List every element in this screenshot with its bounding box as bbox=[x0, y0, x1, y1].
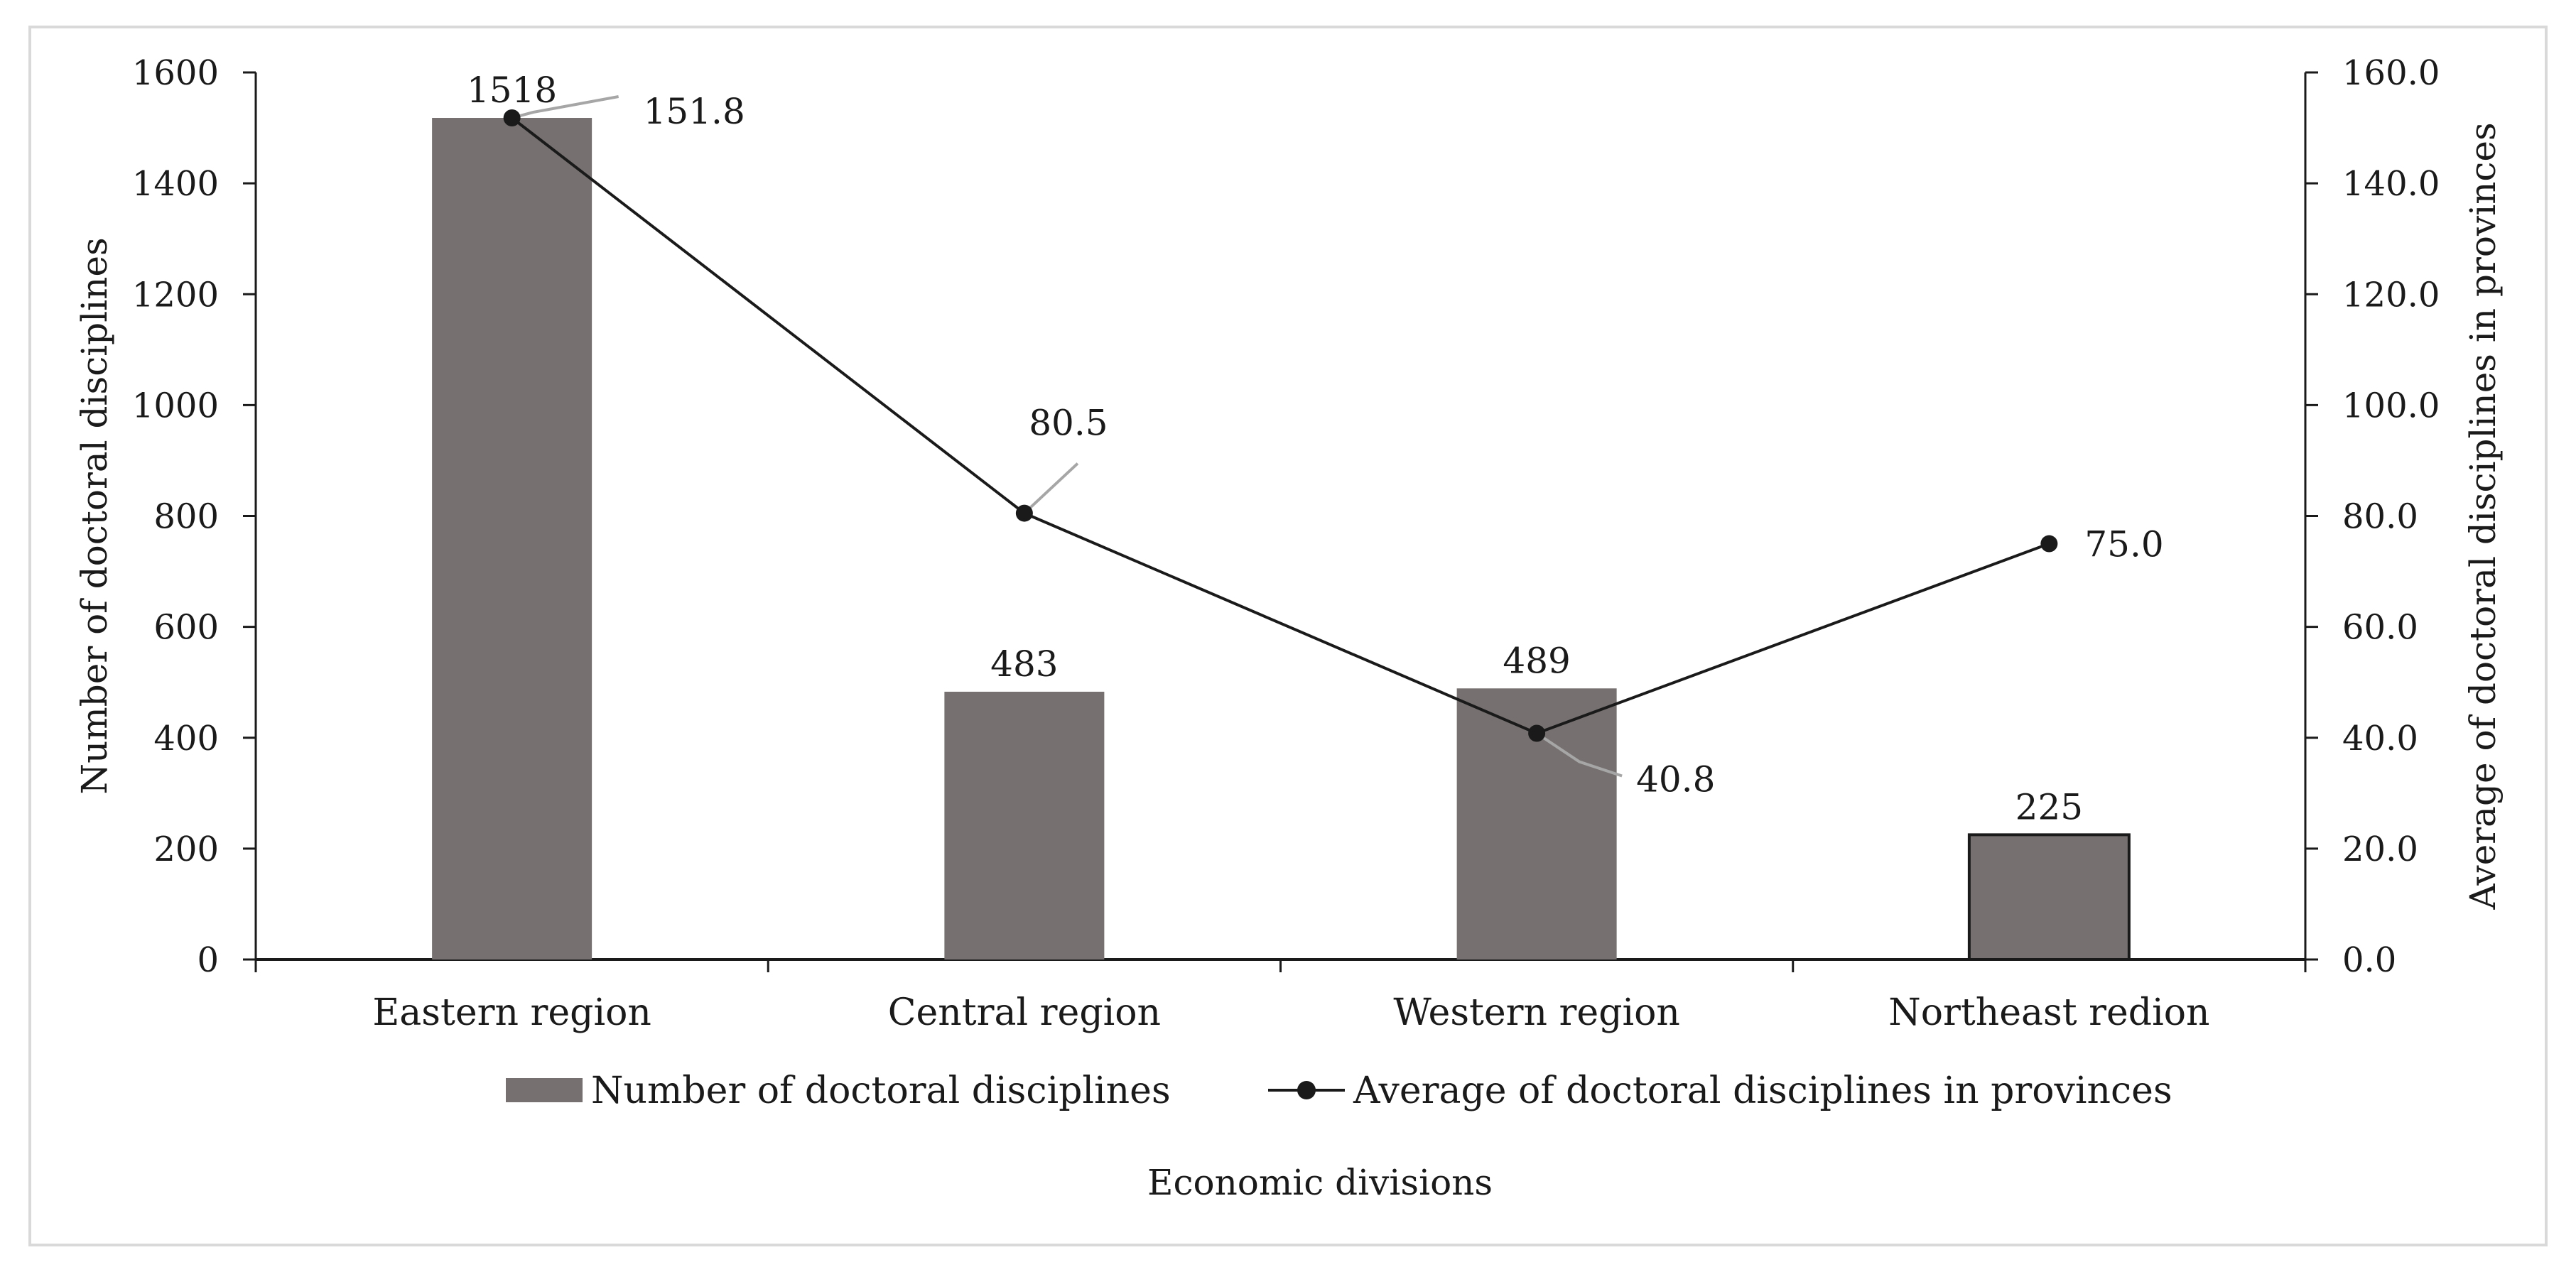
y-left-tick-label: 1200 bbox=[132, 275, 219, 315]
legend: Number of doctoral disciplines Average of… bbox=[506, 1070, 2172, 1112]
data-marks: 1518 483 489 225 151.8 80.5 40.8 75.0 bbox=[432, 70, 2164, 961]
axes: 0 200 400 600 800 1000 1200 1400 1600 0.0 20.0 40.0… bbox=[74, 53, 2504, 1203]
bar-data-label: 225 bbox=[2015, 786, 2083, 827]
legend-line-marker bbox=[1297, 1081, 1316, 1099]
y-left-axis-title: Number of doctoral disciplines bbox=[74, 237, 115, 794]
y-left-tick-label: 400 bbox=[153, 719, 219, 759]
y-left-tick-label: 1000 bbox=[132, 386, 219, 425]
legend-bar-swatch bbox=[506, 1078, 583, 1102]
y-right-tick-label: 40.0 bbox=[2342, 719, 2418, 759]
leader-line bbox=[1536, 732, 1623, 778]
y-right-axis-title: Average of doctoral disciplines in provi… bbox=[2462, 122, 2504, 910]
bar bbox=[944, 691, 1105, 960]
legend-bar-label: Number of doctoral disciplines bbox=[591, 1070, 1171, 1112]
y-right-tick-label: 140.0 bbox=[2342, 164, 2440, 204]
y-left-tick-label: 1400 bbox=[132, 164, 219, 204]
y-left-tick-label: 800 bbox=[153, 497, 219, 537]
bar-data-label: 489 bbox=[1503, 640, 1570, 681]
y-right-tick-label: 160.0 bbox=[2342, 53, 2440, 93]
y-left-tick-label: 200 bbox=[153, 830, 219, 869]
y-right-tick-label: 100.0 bbox=[2342, 386, 2440, 425]
leader-line bbox=[1023, 462, 1079, 515]
chart-frame bbox=[28, 26, 2548, 1246]
line-point bbox=[2040, 535, 2058, 553]
bar bbox=[432, 118, 592, 960]
line-data-label: 40.8 bbox=[1636, 759, 1715, 800]
y-right-tick-label: 60.0 bbox=[2342, 608, 2418, 648]
bar bbox=[1967, 833, 2131, 961]
x-category-label: Central region bbox=[888, 991, 1161, 1034]
y-right-tick-label: 120.0 bbox=[2342, 275, 2440, 315]
x-category-label: Northeast redion bbox=[1888, 991, 2209, 1034]
line-series bbox=[511, 116, 2050, 735]
bar-data-label: 1518 bbox=[467, 70, 557, 111]
line-data-label: 151.8 bbox=[644, 91, 745, 132]
line-data-label: 80.5 bbox=[1029, 403, 1108, 444]
y-right-tick-label: 80.0 bbox=[2342, 497, 2418, 537]
x-axis-title: Economic divisions bbox=[1147, 1162, 1493, 1203]
line-point bbox=[1528, 724, 1546, 742]
y-right-tick-label: 20.0 bbox=[2342, 830, 2418, 869]
x-category-label: Eastern region bbox=[372, 991, 651, 1034]
y-left-tick-label: 0 bbox=[197, 940, 219, 980]
line-point bbox=[1015, 504, 1033, 522]
line-data-label: 75.0 bbox=[2084, 524, 2163, 565]
bar-data-label: 483 bbox=[990, 643, 1058, 685]
y-right-tick-label: 0.0 bbox=[2342, 940, 2396, 980]
line-point bbox=[503, 109, 521, 127]
y-left-tick-label: 600 bbox=[153, 608, 219, 648]
legend-line-label: Average of doctoral disciplines in provi… bbox=[1353, 1070, 2172, 1112]
x-category-label: Western region bbox=[1393, 991, 1680, 1034]
y-left-tick-label: 1600 bbox=[132, 53, 219, 93]
